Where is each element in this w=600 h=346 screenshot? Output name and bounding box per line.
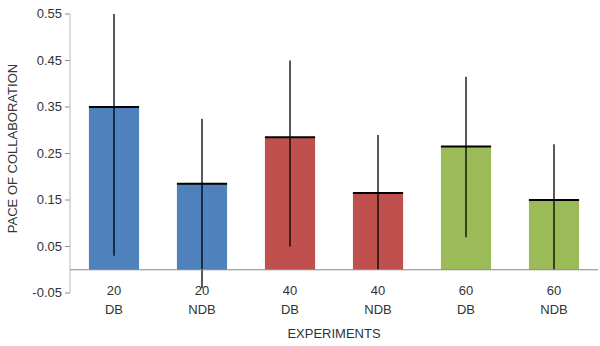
- y-tick: [65, 246, 70, 247]
- y-axis-title: PACE OF COLLABORATION: [5, 64, 20, 233]
- x-tick-label: 60 NDB: [540, 283, 567, 317]
- x-tick-label: 20 DB: [105, 283, 123, 317]
- y-tick-label: 0.55: [37, 6, 62, 21]
- y-tick: [65, 200, 70, 201]
- x-axis-title: EXPERIMENTS: [287, 326, 381, 341]
- x-tick-label: 60 DB: [457, 283, 475, 317]
- y-tick: [65, 293, 70, 294]
- x-tick-label-line: 40: [283, 283, 297, 298]
- y-tick-label: -0.05: [32, 285, 62, 300]
- x-tick-label-line: DB: [281, 302, 299, 317]
- x-tick-label-line: DB: [105, 302, 123, 317]
- y-axis: [70, 14, 71, 293]
- x-tick-label-line: DB: [457, 302, 475, 317]
- x-axis: [70, 269, 598, 270]
- y-tick-label: 0.05: [37, 239, 62, 254]
- error-bar: [201, 119, 202, 289]
- error-bar: [377, 135, 378, 270]
- y-tick-label: 0.15: [37, 192, 62, 207]
- y-tick: [65, 60, 70, 61]
- error-bar: [113, 14, 114, 256]
- x-tick-label-line: NDB: [188, 302, 215, 317]
- y-tick: [65, 14, 70, 15]
- x-tick-label: 40 DB: [281, 283, 299, 317]
- x-tick-label-line: 20: [107, 283, 121, 298]
- error-bar: [465, 77, 466, 237]
- y-tick-label: 0.35: [37, 99, 62, 114]
- x-tick-label-line: 60: [459, 283, 473, 298]
- x-tick-label-line: 20: [195, 283, 209, 298]
- x-tick-label-line: NDB: [364, 302, 391, 317]
- y-tick: [65, 153, 70, 154]
- y-tick-label: 0.45: [37, 53, 62, 68]
- error-bar: [553, 144, 554, 270]
- plot-area: [89, 14, 579, 288]
- y-tick: [65, 107, 70, 108]
- x-tick-label: 20 NDB: [188, 283, 215, 317]
- error-bar: [289, 61, 290, 247]
- chart: -0.050.050.150.250.350.450.5520DB20NDB40…: [0, 0, 600, 346]
- x-tick-label-line: 60: [547, 283, 561, 298]
- x-tick-label: 40 NDB: [364, 283, 391, 317]
- y-tick-label: 0.25: [37, 146, 62, 161]
- x-tick-label-line: 40: [371, 283, 385, 298]
- x-tick-label-line: NDB: [540, 302, 567, 317]
